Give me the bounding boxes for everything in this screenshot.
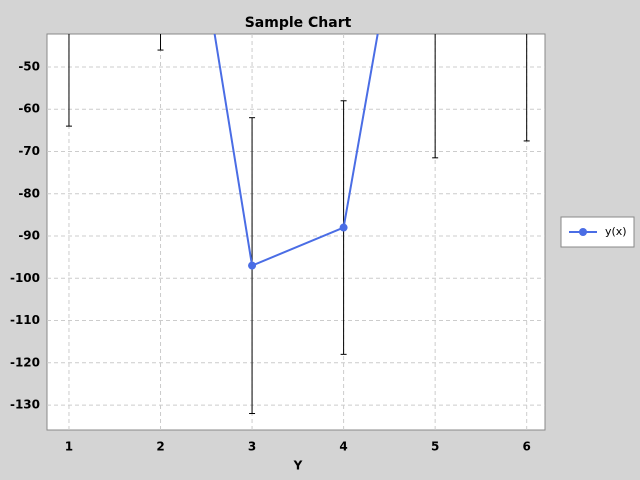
y-tick-label: -80 <box>18 186 40 200</box>
plot-area <box>46 33 546 431</box>
data-point <box>248 261 257 270</box>
data-point <box>339 223 348 232</box>
y-tick-label: -70 <box>18 144 40 158</box>
x-tick-label: 2 <box>156 440 164 454</box>
x-tick-label: 3 <box>248 440 256 454</box>
chart-title: Sample Chart <box>245 15 352 31</box>
error-bar <box>157 34 164 51</box>
y-tick-label: -130 <box>10 398 40 412</box>
y-tick-label: -120 <box>10 355 40 369</box>
error-bar <box>65 34 72 127</box>
x-tick-label: 6 <box>523 440 531 454</box>
x-tick-label: 1 <box>65 440 73 454</box>
y-tick-label: -100 <box>10 271 40 285</box>
x-tick-label: 4 <box>339 440 347 454</box>
legend-marker <box>579 228 587 236</box>
error-bar <box>523 34 530 142</box>
plot-content <box>47 34 545 430</box>
y-tick-label: -50 <box>18 59 40 73</box>
error-bar <box>432 34 439 159</box>
y-tick-label: -90 <box>18 229 40 243</box>
x-tick-label: 5 <box>431 440 439 454</box>
y-tick-label: -110 <box>10 313 40 327</box>
x-axis-label: Y <box>293 459 303 473</box>
series-line <box>213 34 379 268</box>
y-tick-label: -60 <box>18 102 40 116</box>
legend-label: y(x) <box>605 225 627 238</box>
